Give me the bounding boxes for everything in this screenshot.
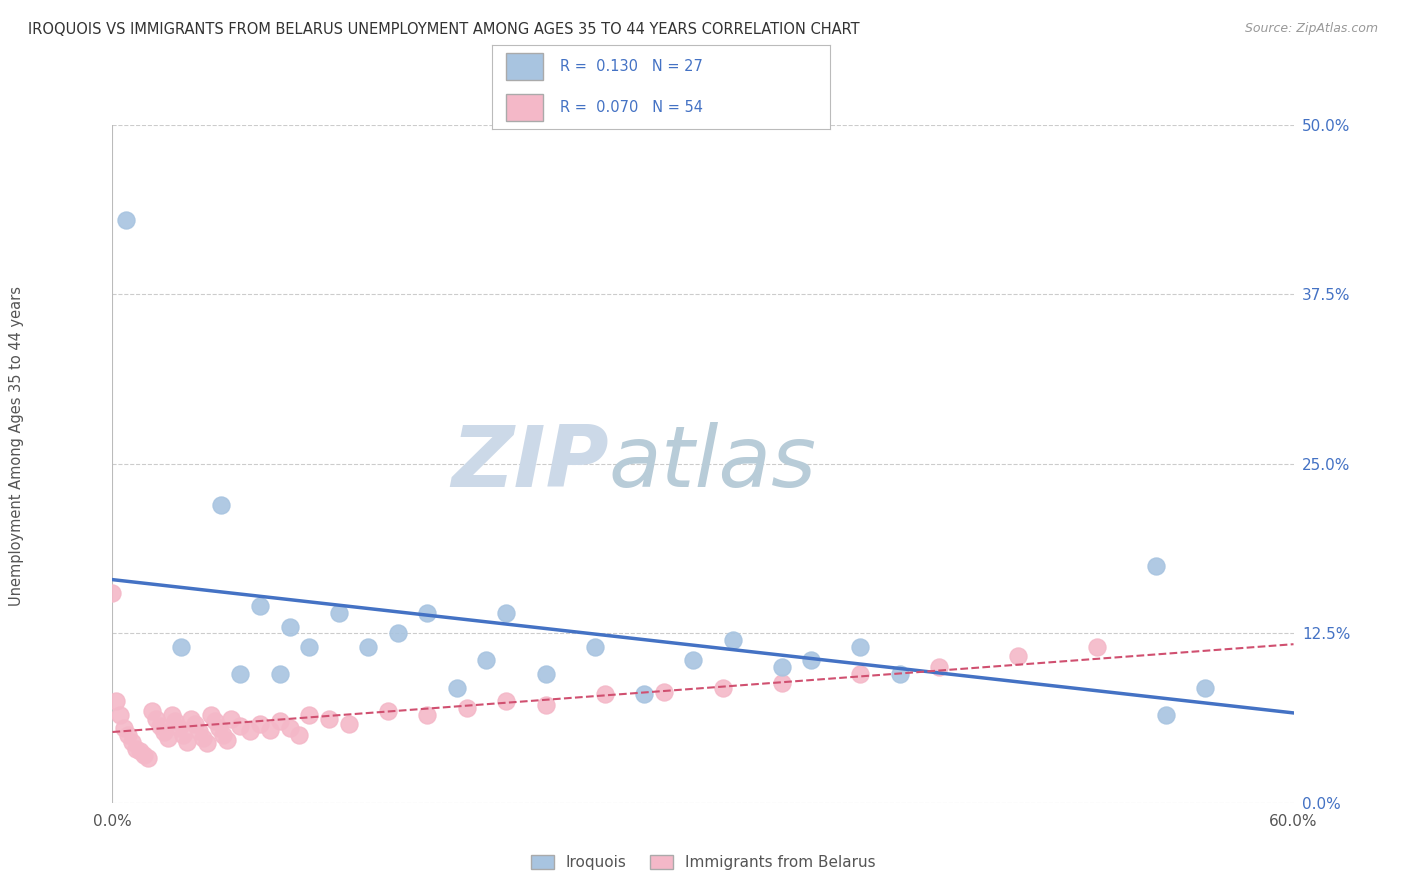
Point bbox=[298, 707, 321, 722]
Point bbox=[495, 606, 517, 620]
Point bbox=[593, 687, 616, 701]
Point bbox=[188, 723, 211, 738]
Point bbox=[770, 660, 793, 674]
Point bbox=[152, 725, 174, 739]
Point bbox=[215, 733, 238, 747]
Point bbox=[337, 717, 360, 731]
Point bbox=[101, 585, 124, 599]
Point bbox=[160, 707, 183, 722]
Point bbox=[229, 718, 252, 732]
Point bbox=[1194, 681, 1216, 695]
Point bbox=[211, 728, 233, 742]
Point bbox=[889, 667, 911, 681]
Point bbox=[180, 712, 202, 726]
Point bbox=[209, 498, 232, 512]
Point bbox=[145, 712, 167, 726]
Text: IROQUOIS VS IMMIGRANTS FROM BELARUS UNEMPLOYMENT AMONG AGES 35 TO 44 YEARS CORRE: IROQUOIS VS IMMIGRANTS FROM BELARUS UNEM… bbox=[28, 22, 859, 37]
Point bbox=[195, 736, 218, 750]
FancyBboxPatch shape bbox=[506, 54, 543, 80]
Point bbox=[269, 714, 291, 729]
Point bbox=[682, 653, 704, 667]
Text: R =  0.130   N = 27: R = 0.130 N = 27 bbox=[560, 59, 703, 74]
Point bbox=[156, 731, 179, 745]
Point bbox=[1144, 558, 1167, 573]
Text: atlas: atlas bbox=[609, 422, 817, 506]
Point bbox=[278, 721, 301, 735]
Legend: Iroquois, Immigrants from Belarus: Iroquois, Immigrants from Belarus bbox=[524, 849, 882, 877]
Point bbox=[229, 667, 252, 681]
Point bbox=[298, 640, 321, 654]
Point bbox=[129, 744, 152, 758]
Point bbox=[239, 723, 262, 738]
Point bbox=[1007, 649, 1029, 664]
Point bbox=[115, 212, 138, 227]
Point bbox=[928, 660, 950, 674]
Point bbox=[125, 741, 148, 756]
Point bbox=[770, 676, 793, 690]
Point bbox=[117, 728, 139, 742]
Point bbox=[184, 717, 207, 731]
Point bbox=[132, 748, 155, 763]
Text: Source: ZipAtlas.com: Source: ZipAtlas.com bbox=[1244, 22, 1378, 36]
FancyBboxPatch shape bbox=[506, 94, 543, 120]
Point bbox=[387, 626, 409, 640]
Point bbox=[456, 701, 478, 715]
Point bbox=[165, 714, 187, 729]
Point bbox=[416, 707, 439, 722]
Point bbox=[172, 728, 194, 742]
Point bbox=[583, 640, 606, 654]
Point bbox=[136, 751, 159, 765]
Point bbox=[200, 707, 222, 722]
Point bbox=[112, 721, 135, 735]
Point bbox=[800, 653, 823, 667]
Text: ZIP: ZIP bbox=[451, 422, 609, 506]
Point bbox=[269, 667, 291, 681]
Point bbox=[110, 707, 132, 722]
Point bbox=[534, 667, 557, 681]
Point bbox=[191, 731, 214, 745]
Point bbox=[288, 728, 311, 742]
Point bbox=[259, 723, 281, 737]
Point bbox=[633, 687, 655, 701]
Point bbox=[1154, 707, 1177, 722]
Point bbox=[121, 735, 143, 749]
Point bbox=[170, 640, 193, 654]
Point bbox=[278, 619, 301, 633]
Text: R =  0.070   N = 54: R = 0.070 N = 54 bbox=[560, 100, 703, 115]
Point bbox=[416, 606, 439, 620]
Point bbox=[328, 606, 350, 620]
Point bbox=[446, 681, 468, 695]
Point bbox=[652, 684, 675, 698]
Point bbox=[105, 694, 128, 708]
Point bbox=[377, 704, 399, 718]
Point bbox=[357, 640, 380, 654]
Point bbox=[204, 714, 226, 729]
Point bbox=[141, 704, 163, 718]
Point bbox=[1085, 640, 1108, 654]
Point bbox=[208, 721, 231, 735]
Text: Unemployment Among Ages 35 to 44 years: Unemployment Among Ages 35 to 44 years bbox=[10, 286, 24, 606]
Point bbox=[475, 653, 498, 667]
Point bbox=[318, 712, 340, 726]
Point bbox=[849, 667, 872, 681]
Point bbox=[149, 718, 172, 732]
Point bbox=[219, 712, 242, 726]
Point bbox=[534, 698, 557, 713]
Point bbox=[721, 633, 744, 648]
Point bbox=[711, 681, 734, 695]
Point bbox=[169, 721, 191, 735]
Point bbox=[849, 640, 872, 654]
Point bbox=[176, 735, 198, 749]
Point bbox=[495, 694, 517, 708]
Point bbox=[249, 717, 271, 731]
Point bbox=[249, 599, 271, 614]
